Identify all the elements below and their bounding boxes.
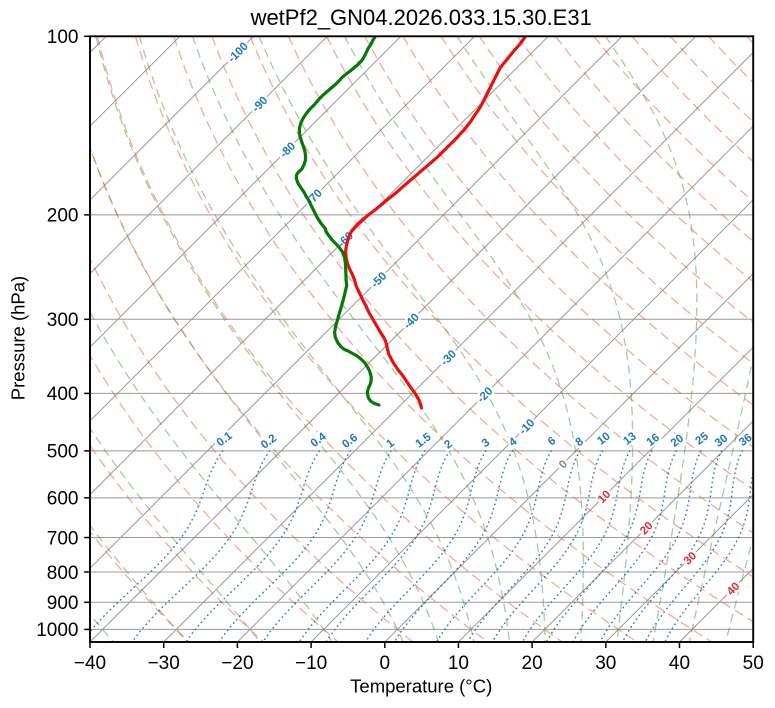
svg-text:600: 600	[47, 489, 79, 510]
svg-text:300: 300	[47, 310, 79, 331]
svg-text:−10: −10	[295, 653, 327, 674]
svg-text:10: 10	[448, 653, 469, 674]
svg-text:20: 20	[522, 653, 543, 674]
svg-text:1000: 1000	[36, 620, 78, 641]
svg-text:100: 100	[47, 27, 79, 48]
svg-text:−20: −20	[221, 653, 253, 674]
svg-text:40: 40	[669, 653, 690, 674]
svg-text:−30: −30	[148, 653, 180, 674]
svg-text:−40: −40	[74, 653, 106, 674]
svg-text:400: 400	[47, 384, 79, 405]
svg-text:30: 30	[595, 653, 616, 674]
svg-text:200: 200	[47, 206, 79, 227]
svg-text:0: 0	[380, 653, 391, 674]
svg-text:700: 700	[47, 528, 79, 549]
svg-text:wetPf2_GN04.2026.033.15.30.E31: wetPf2_GN04.2026.033.15.30.E31	[250, 5, 592, 30]
svg-text:800: 800	[47, 563, 79, 584]
svg-text:500: 500	[47, 442, 79, 463]
svg-text:Temperature (°C): Temperature (°C)	[350, 676, 492, 697]
svg-text:900: 900	[47, 593, 79, 614]
svg-text:Pressure (hPa): Pressure (hPa)	[8, 276, 29, 400]
svg-text:50: 50	[743, 653, 764, 674]
